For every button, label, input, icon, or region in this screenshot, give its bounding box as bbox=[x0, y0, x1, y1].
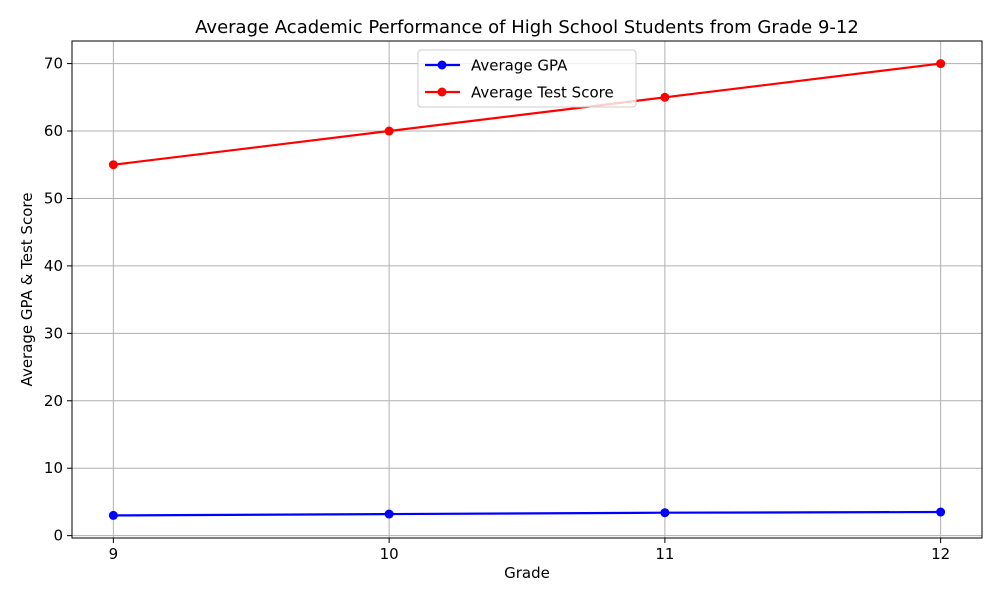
y-tick-label: 50 bbox=[44, 189, 63, 207]
x-axis-ticks: 9 10 11 12 bbox=[109, 538, 950, 563]
data-point bbox=[660, 92, 670, 102]
plot-frame bbox=[71, 40, 983, 539]
x-tick-label: 10 bbox=[380, 545, 399, 563]
y-axis-ticks: 0 10 20 30 40 50 60 70 bbox=[44, 55, 72, 545]
legend-box bbox=[417, 49, 637, 108]
x-tick-label: 9 bbox=[109, 545, 119, 563]
grid bbox=[72, 41, 982, 538]
legend-marker bbox=[437, 60, 447, 70]
legend-label: Average GPA bbox=[471, 57, 568, 75]
series-lines bbox=[108, 59, 946, 520]
y-tick-label: 0 bbox=[53, 527, 63, 545]
y-tick-label: 60 bbox=[44, 122, 63, 140]
y-tick-label: 20 bbox=[44, 392, 63, 410]
y-axis-label: Average GPA & Test Score bbox=[18, 193, 36, 387]
y-tick-label: 30 bbox=[44, 324, 63, 342]
data-point bbox=[936, 59, 946, 69]
data-point bbox=[108, 510, 118, 520]
data-point bbox=[384, 509, 394, 519]
x-tick-label: 11 bbox=[655, 545, 674, 563]
y-tick-label: 10 bbox=[44, 459, 63, 477]
data-point bbox=[384, 126, 394, 136]
chart-title: Average Academic Performance of High Sch… bbox=[195, 17, 859, 38]
x-tick-label: 12 bbox=[931, 545, 950, 563]
y-tick-label: 40 bbox=[44, 257, 63, 275]
series-line-0 bbox=[113, 510, 941, 517]
series-line-1 bbox=[113, 62, 941, 166]
data-point bbox=[660, 508, 670, 518]
legend-label: Average Test Score bbox=[471, 84, 614, 102]
y-tick-label: 70 bbox=[44, 55, 63, 73]
x-axis-label: Grade bbox=[504, 564, 550, 582]
data-point bbox=[936, 507, 946, 517]
data-point bbox=[108, 160, 118, 170]
legend-marker bbox=[437, 87, 447, 97]
legend: Average GPA Average Test Score bbox=[417, 49, 637, 108]
